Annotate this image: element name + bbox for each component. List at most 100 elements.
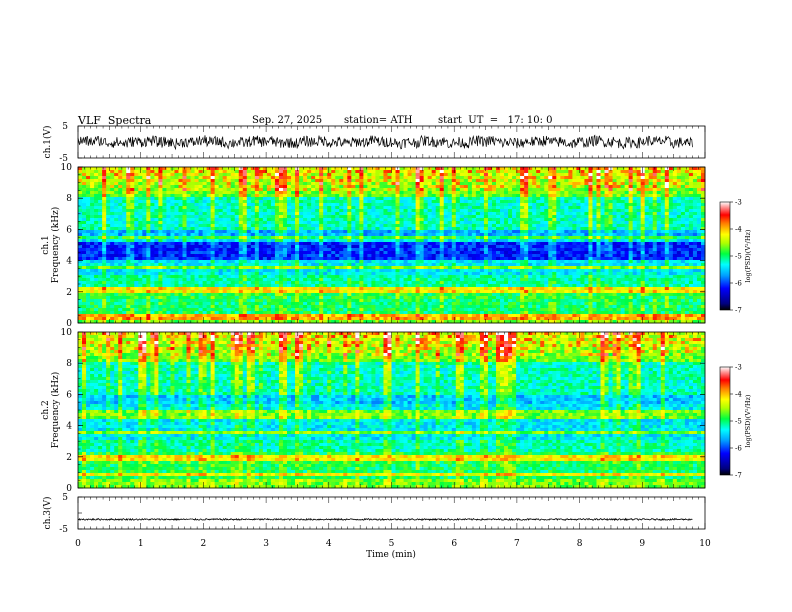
spectrogram-cell: [94, 254, 99, 258]
spectrogram-cell: [524, 233, 529, 237]
spectrogram-cell: [439, 233, 445, 237]
spectrogram-cell: [134, 239, 139, 243]
spectrogram-cell: [471, 218, 477, 222]
spectrogram-cell: [500, 224, 505, 228]
spectrogram-cell: [688, 203, 694, 207]
spectrogram-cell: [407, 254, 412, 258]
spectrogram-cell: [214, 227, 220, 231]
spectrogram-cell: [427, 260, 433, 264]
spectrogram-cell: [282, 173, 288, 177]
spectrogram-cell: [556, 221, 561, 225]
spectrogram-cell: [150, 188, 155, 192]
spectrogram-cell: [194, 248, 199, 252]
spectrogram-cell: [584, 242, 589, 246]
spectrogram-cell: [214, 203, 220, 207]
spectrogram-cell: [367, 206, 372, 210]
spectrogram-cell: [202, 191, 208, 195]
spectrogram-cell: [395, 227, 400, 231]
spectrogram-cell: [186, 218, 191, 222]
spectrogram-cell: [540, 251, 545, 255]
spectrogram-cell: [439, 227, 445, 231]
spectrogram-cell: [491, 212, 497, 216]
spectrogram-cell: [287, 224, 292, 228]
spectrogram-cell: [411, 167, 417, 171]
spectrogram-cell: [612, 224, 617, 228]
spectrogram-cell: [186, 215, 191, 219]
ch1-waveform-line: [77, 134, 693, 151]
spectrogram-cell: [504, 170, 509, 174]
spectrogram-cell: [299, 230, 304, 234]
spectrogram-cell: [142, 257, 147, 261]
spectrogram-cell: [299, 188, 304, 192]
spectrogram-cell: [359, 245, 364, 249]
spectrogram-cell: [307, 245, 312, 249]
spectrogram-cell: [327, 203, 332, 207]
spectrogram-cell: [291, 212, 296, 216]
spectrogram-cell: [479, 206, 485, 210]
spectrogram-cell: [447, 200, 453, 204]
spectrogram-cell: [94, 251, 99, 255]
spectrogram-cell: [299, 218, 304, 222]
spectrogram-cell: [90, 179, 95, 183]
spectrogram-cell: [278, 182, 284, 186]
spectrogram-cell: [274, 227, 280, 231]
spectrogram-cell: [287, 242, 292, 246]
spectrogram-cell: [608, 242, 613, 246]
spectrogram-cell: [106, 242, 111, 246]
spectrogram-cell: [387, 251, 392, 255]
spectrogram-cell: [471, 239, 477, 243]
spectrogram-cell: [532, 236, 537, 240]
spectrogram-cell: [287, 254, 292, 258]
spectrogram-cell: [194, 197, 199, 201]
spectrogram-cell: [198, 254, 203, 258]
spectrogram-cell: [94, 185, 99, 189]
spectrogram-cell: [455, 185, 461, 189]
spectrogram-cell: [134, 167, 139, 171]
spectrogram-cell: [323, 206, 328, 210]
spectrogram-cell: [475, 203, 481, 207]
spectrogram-cell: [447, 242, 453, 246]
spectrogram-cell: [680, 230, 686, 234]
spectrogram-cell: [327, 257, 332, 261]
spectrogram-cell: [564, 212, 569, 216]
spectrogram-cell: [335, 176, 340, 180]
spectrogram-cell: [544, 254, 549, 258]
spectrogram-cell: [162, 251, 167, 255]
spectrogram-cell: [692, 242, 698, 246]
spectrogram-cell: [471, 254, 477, 258]
spectrogram-cell: [668, 167, 674, 171]
spectrogram-cell: [226, 224, 232, 228]
spectrogram-cell: [560, 185, 565, 189]
spectrogram-cell: [295, 203, 300, 207]
spectrogram-cell: [82, 179, 87, 183]
spectrogram-cell: [552, 218, 557, 222]
spectrogram-cell: [672, 254, 678, 258]
spectrogram-cell: [700, 179, 706, 183]
spectrogram-cell: [540, 239, 545, 243]
spectrogram-cell: [520, 245, 525, 249]
spectrogram-cell: [222, 236, 228, 240]
spectrogram-cell: [403, 236, 408, 240]
spectrogram-cell: [443, 248, 449, 252]
spectrogram-cell: [258, 215, 264, 219]
spectrogram-cell: [142, 254, 147, 258]
spectrogram-cell: [580, 206, 585, 210]
spectrogram-cell: [692, 206, 698, 210]
spectrogram-cell: [415, 167, 421, 171]
spectrogram-cell: [110, 221, 115, 225]
spectrogram-cell: [154, 236, 159, 240]
spectrogram-cell: [170, 170, 175, 174]
spectrogram-cell: [254, 230, 260, 234]
spectrogram-cell: [652, 239, 658, 243]
spectrogram-cell: [258, 236, 264, 240]
spectrogram-cell: [431, 179, 437, 183]
spectrogram-cell: [355, 200, 360, 204]
spectrogram-cell: [640, 248, 646, 252]
spectrogram-cell: [632, 215, 638, 219]
spectrogram-cell: [335, 245, 340, 249]
spectrogram-cell: [343, 215, 348, 219]
spectrogram-cell: [419, 233, 425, 237]
spectrogram-cell: [415, 233, 421, 237]
spectrogram-cell: [387, 248, 392, 252]
spectrogram-cell: [660, 236, 666, 240]
